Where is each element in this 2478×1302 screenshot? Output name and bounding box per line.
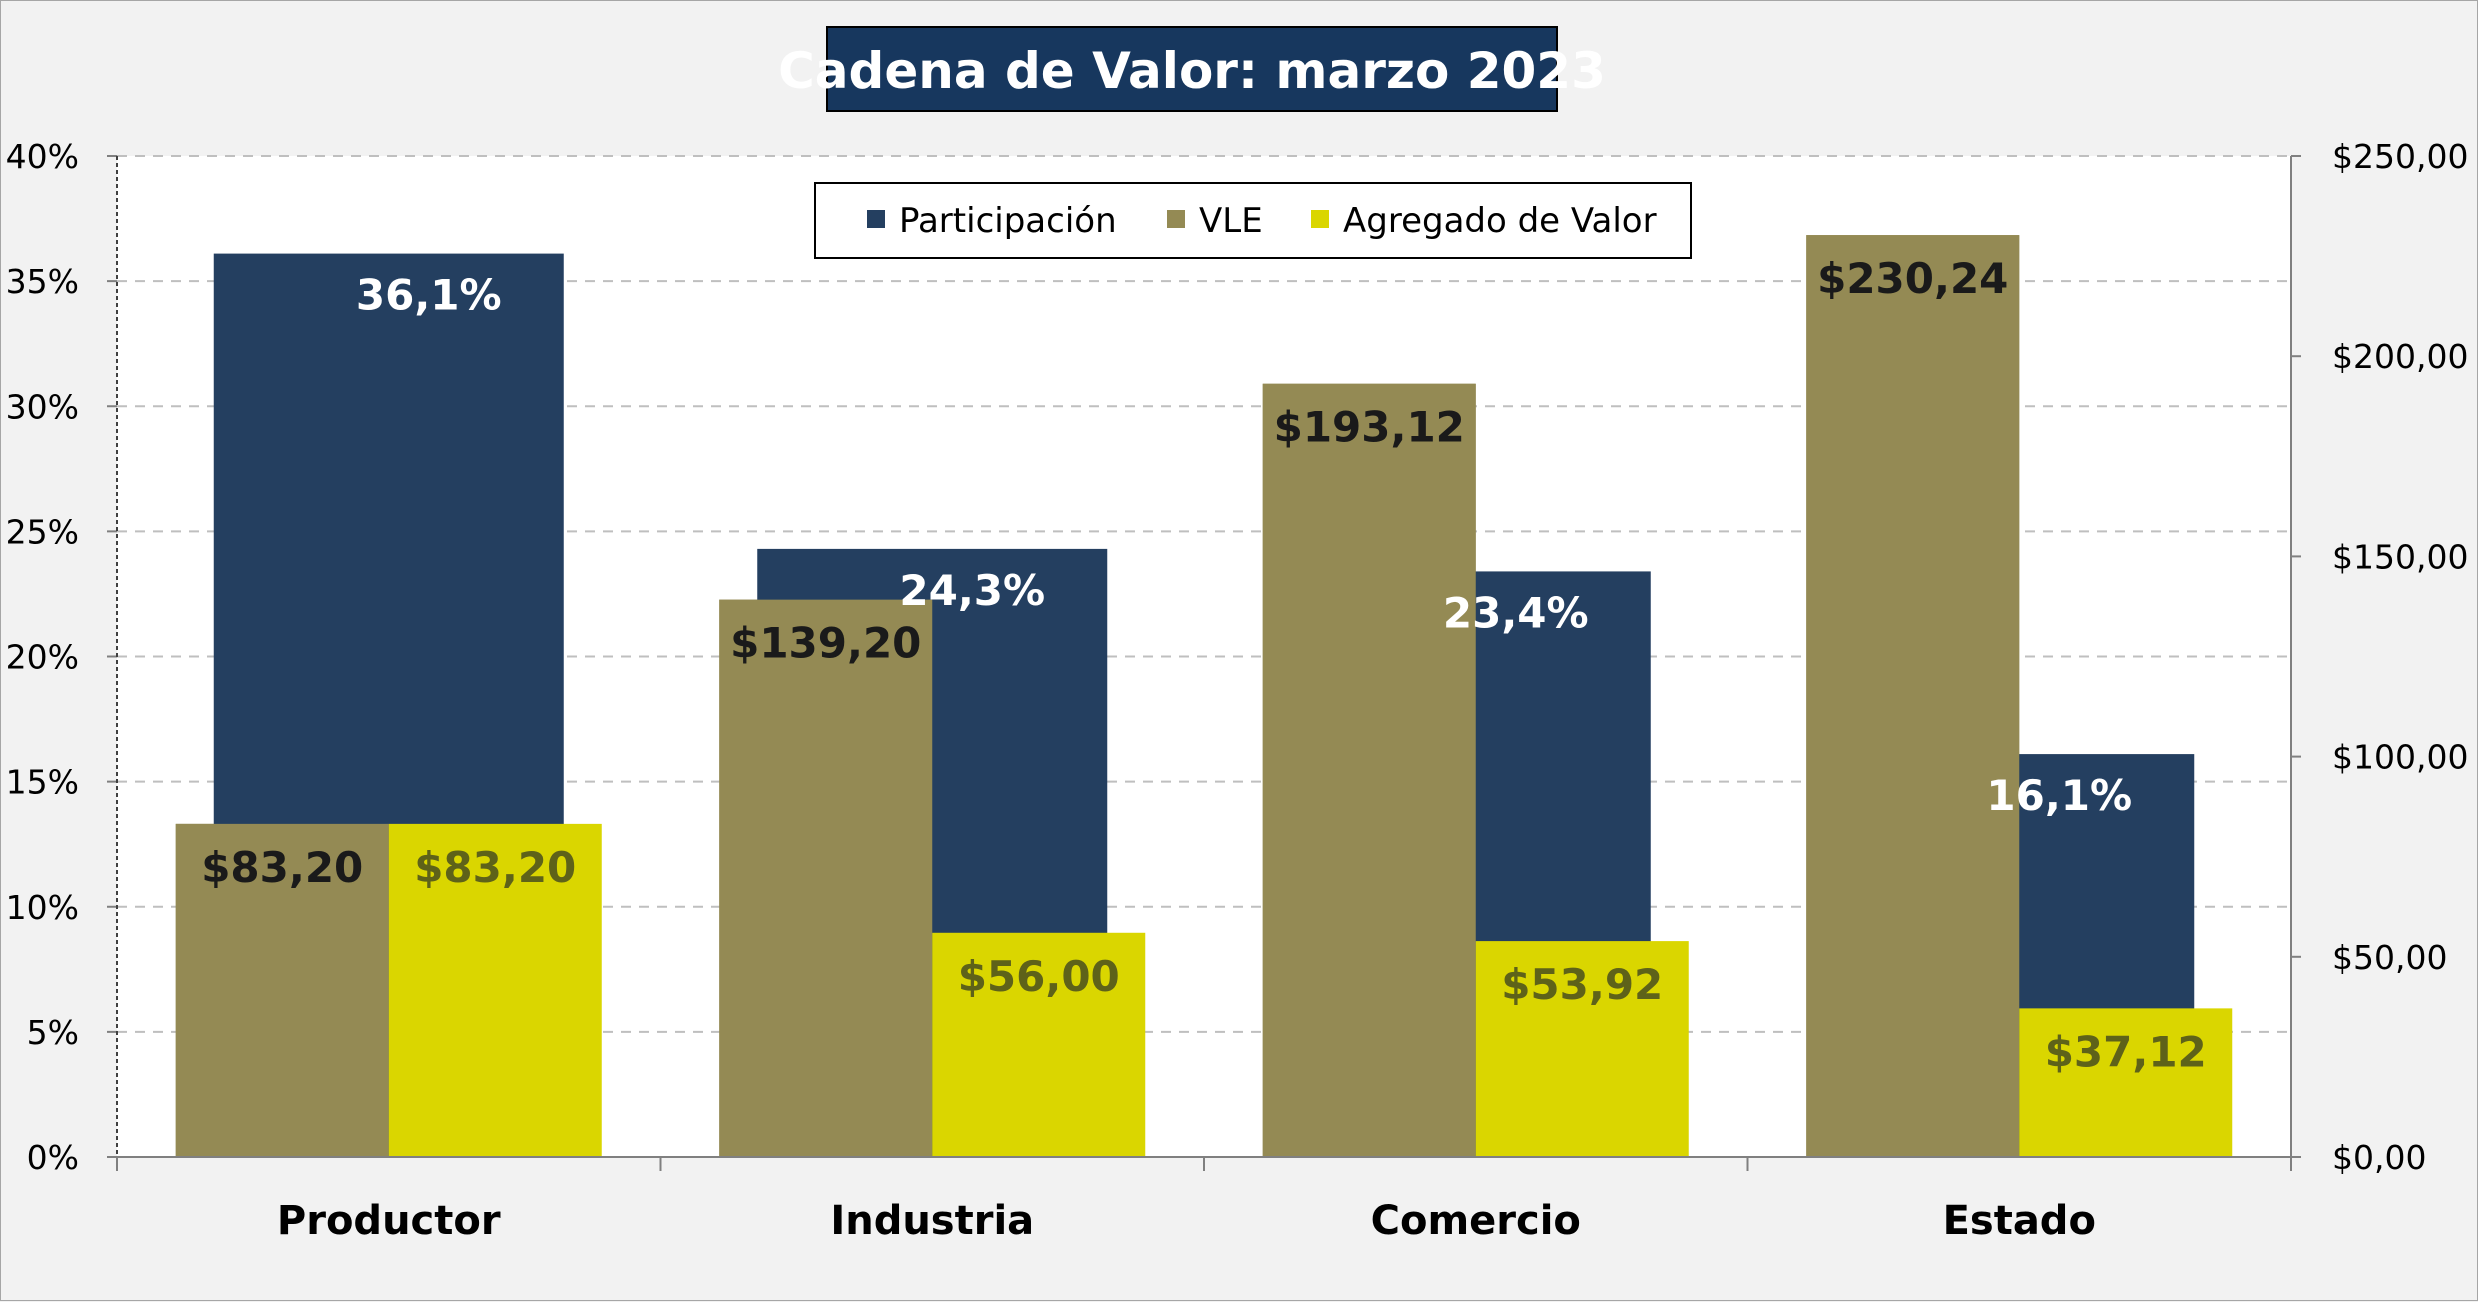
y-left-tick-label: 20%	[6, 638, 79, 677]
data-label-agregado: $83,20	[414, 843, 576, 892]
y-left-tick-label: 5%	[27, 1013, 79, 1052]
y-left-tick-label: 15%	[6, 763, 79, 802]
bars	[175, 235, 2233, 1158]
bar-agregado	[2019, 1008, 2233, 1157]
y-left-tick-label: 30%	[6, 387, 79, 426]
bar-vle-front	[1262, 383, 1476, 1157]
bar-agregado	[932, 932, 1146, 1157]
data-label-vle: $230,24	[1817, 254, 2008, 303]
x-category-label: Industria	[830, 1198, 1034, 1244]
data-label-agregado: $37,12	[2045, 1027, 2207, 1076]
legend-box	[814, 182, 1692, 259]
data-label-participacion: 16,1%	[1986, 771, 2132, 820]
y-left-tick-label: 35%	[6, 262, 79, 301]
y-right-tick-label: $200,00	[2332, 337, 2468, 376]
data-label-agregado: $56,00	[958, 952, 1120, 1001]
data-label-participacion: 24,3%	[899, 566, 1045, 615]
y-right-tick-label: $250,00	[2332, 137, 2468, 176]
axes: 0% 5% 10% 15% 20% 25% 30% 35% 40% $0,00 $50,00 $100…	[6, 137, 2469, 1244]
legend-swatch-vle	[1167, 210, 1185, 228]
bar-vle-front	[175, 823, 389, 1157]
y-right-tick-label: $0,00	[2332, 1138, 2426, 1177]
data-label-vle: $83,20	[201, 843, 363, 892]
x-category-label: Productor	[277, 1198, 501, 1244]
data-label-participacion: 23,4%	[1443, 588, 1589, 637]
bar-vle-front	[719, 599, 933, 1157]
y-left-tick-label: 10%	[6, 888, 79, 927]
chart-title: Cadena de Valor: marzo 2023	[778, 26, 1606, 112]
y-left-tick-label: 25%	[6, 512, 79, 551]
legend-swatch-agregado	[1311, 210, 1329, 228]
y-right-tick-label: $150,00	[2332, 537, 2468, 576]
y-left-tick-label: 40%	[6, 137, 79, 176]
data-label-vle: $193,12	[1274, 403, 1465, 452]
title-box	[826, 26, 1558, 112]
title-text: Cadena de Valor: marzo 2023	[778, 42, 1606, 100]
y-right-tick-label: $50,00	[2332, 938, 2447, 977]
legend: Participación VLE Agregado de Valor	[814, 182, 1692, 259]
data-labels: 36,1% $83,20 $83,20 24,3%$139,20 $56,00 23,4%…	[201, 254, 2207, 1076]
legend-label-vle: VLE	[1199, 201, 1263, 241]
data-label-agregado: $53,92	[1501, 960, 1663, 1009]
bar-agregado	[388, 823, 602, 1157]
y-left-tick-label: 0%	[27, 1138, 79, 1177]
data-label-participacion: 36,1%	[356, 271, 502, 320]
bar-agregado	[1475, 941, 1689, 1157]
y-right-tick-label: $100,00	[2332, 738, 2468, 777]
x-category-label: Comercio	[1371, 1198, 1581, 1244]
legend-label-agregado: Agregado de Valor	[1343, 201, 1657, 241]
legend-swatch-participacion	[867, 210, 885, 228]
x-category-label: Estado	[1943, 1198, 2096, 1244]
data-label-vle: $139,20	[730, 619, 921, 668]
legend-label-participacion: Participación	[899, 201, 1117, 241]
bar-vle-front	[1806, 235, 2020, 1158]
